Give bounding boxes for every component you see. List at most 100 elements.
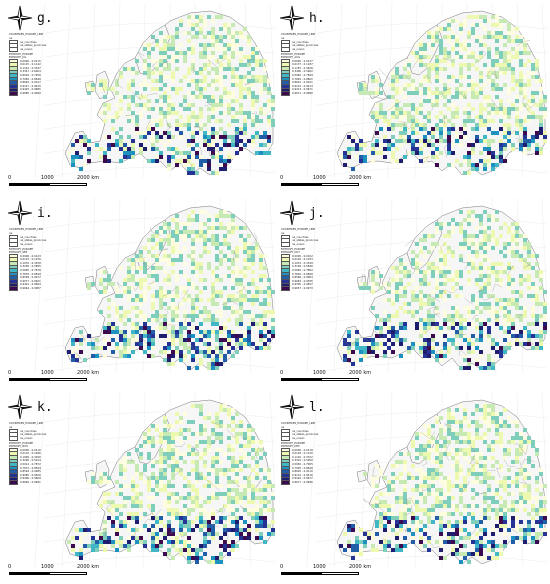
entropy-cell: [527, 330, 531, 334]
entropy-cell: [135, 298, 139, 302]
entropy-cell: [203, 250, 207, 254]
entropy-cell: [215, 87, 219, 91]
entropy-cell: [219, 460, 223, 464]
entropy-cell: [203, 43, 207, 47]
entropy-cell: [403, 135, 407, 139]
graticule-line: [316, 217, 547, 229]
country-border: [148, 280, 154, 285]
entropy-cell: [211, 222, 215, 226]
entropy-cell: [131, 155, 135, 159]
country-border: [507, 130, 518, 138]
entropy-cell: [99, 500, 103, 504]
entropy-cell: [467, 362, 471, 366]
entropy-cell: [427, 326, 431, 330]
entropy-cell: [211, 31, 215, 35]
country-border: [425, 323, 442, 334]
entropy-cell: [203, 286, 207, 290]
entropy-cell: [183, 151, 187, 155]
entropy-cell: [399, 524, 403, 528]
entropy-cell: [151, 504, 155, 508]
entropy-cell: [499, 544, 503, 548]
entropy-cell: [255, 520, 259, 524]
entropy-cell: [159, 484, 163, 488]
entropy-cell: [167, 484, 171, 488]
scale-label-start: 0: [8, 564, 12, 570]
entropy-cell: [179, 286, 183, 290]
entropy-cell: [463, 242, 467, 246]
entropy-cell: [203, 520, 207, 524]
country-border: [80, 334, 85, 342]
entropy-cell: [491, 540, 495, 544]
entropy-cell: [171, 362, 175, 366]
entropy-cell: [187, 484, 191, 488]
entropy-cell: [195, 326, 199, 330]
entropy-cell: [511, 254, 515, 258]
entropy-cell: [439, 27, 443, 31]
entropy-cell: [207, 346, 211, 350]
entropy-cell: [251, 512, 255, 516]
entropy-cell: [215, 358, 219, 362]
entropy-cell: [251, 79, 255, 83]
entropy-cell: [475, 91, 479, 95]
legend-class: 0.9669 - 0.9991: [9, 480, 65, 486]
entropy-cell: [159, 436, 163, 440]
entropy-cell: [123, 484, 127, 488]
entropy-cell: [187, 123, 191, 127]
entropy-cell: [451, 314, 455, 318]
legend-class-label: 0.1142 - 0.3347: [20, 66, 41, 70]
entropy-cell: [219, 63, 223, 67]
entropy-cell: [127, 452, 131, 456]
entropy-cell: [171, 302, 175, 306]
entropy-cell: [387, 290, 391, 294]
entropy-cell: [167, 354, 171, 358]
entropy-cell: [535, 75, 539, 79]
entropy-cell: [375, 119, 379, 123]
scale-bar: [281, 378, 361, 383]
entropy-cell: [503, 131, 507, 135]
entropy-cell: [435, 59, 439, 63]
entropy-cell: [519, 127, 523, 131]
entropy-cell: [187, 420, 191, 424]
entropy-cell: [255, 286, 259, 290]
entropy-cell: [375, 151, 379, 155]
entropy-cell: [207, 83, 211, 87]
entropy-cell: [459, 560, 463, 564]
map-panel-h: h. COUNTRIES_EUROPE_LINE ne ne_countries ne_…: [277, 3, 547, 193]
entropy-cell: [227, 342, 231, 346]
entropy-cell: [159, 516, 163, 520]
entropy-cell: [479, 302, 483, 306]
entropy-cell: [75, 354, 79, 358]
entropy-cell: [155, 326, 159, 330]
entropy-cell: [211, 242, 215, 246]
entropy-cell: [179, 151, 183, 155]
entropy-cell: [427, 95, 431, 99]
entropy-cell: [447, 23, 451, 27]
entropy-cell: [115, 286, 119, 290]
entropy-cell: [483, 246, 487, 250]
entropy-cell: [167, 139, 171, 143]
entropy-cell: [203, 476, 207, 480]
entropy-cell: [487, 234, 491, 238]
country-border: [211, 422, 222, 429]
entropy-cell: [475, 83, 479, 87]
country-border: [217, 58, 226, 64]
entropy-cell: [191, 230, 195, 234]
entropy-cell: [199, 31, 203, 35]
entropy-cell: [71, 163, 75, 167]
entropy-cell: [455, 460, 459, 464]
entropy-cell: [211, 560, 215, 564]
entropy-cell: [239, 139, 243, 143]
entropy-cell: [187, 19, 191, 23]
entropy-cell: [487, 79, 491, 83]
entropy-cell: [131, 484, 135, 488]
entropy-cell: [499, 226, 503, 230]
entropy-cell: [443, 342, 447, 346]
entropy-cell: [487, 127, 491, 131]
entropy-cell: [451, 306, 455, 310]
entropy-cell: [183, 314, 187, 318]
entropy-cell: [211, 67, 215, 71]
entropy-cell: [171, 218, 175, 222]
entropy-cell: [423, 294, 427, 298]
entropy-cell: [231, 226, 235, 230]
entropy-cell: [79, 338, 83, 342]
